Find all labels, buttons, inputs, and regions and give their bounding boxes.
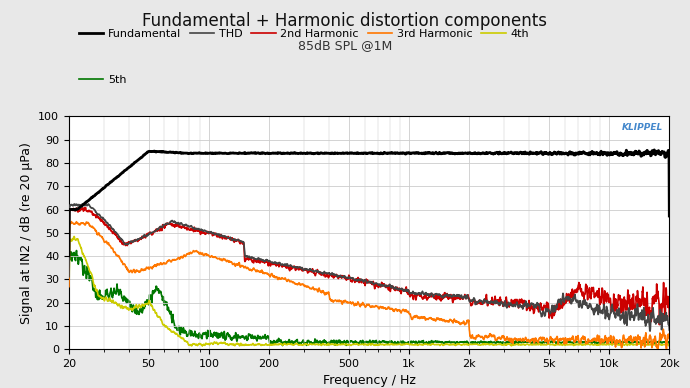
3rd Harmonic — [665, 336, 673, 341]
3rd Harmonic — [67, 219, 75, 224]
3rd Harmonic — [341, 298, 349, 303]
2nd Harmonic — [65, 254, 73, 258]
2nd Harmonic — [341, 275, 349, 280]
THD — [65, 274, 73, 279]
4th — [538, 343, 546, 347]
Y-axis label: Signal at IN2 / dB (re 20 μPa): Signal at IN2 / dB (re 20 μPa) — [20, 142, 32, 324]
3rd Harmonic — [648, 345, 656, 350]
Line: Fundamental: Fundamental — [69, 150, 669, 256]
Text: Fundamental + Harmonic distortion components: Fundamental + Harmonic distortion compon… — [143, 12, 547, 29]
4th — [96, 294, 104, 299]
Legend: 5th: 5th — [75, 71, 131, 90]
5th — [65, 288, 73, 292]
4th — [665, 344, 673, 348]
THD — [357, 277, 365, 282]
Fundamental — [665, 214, 673, 218]
5th — [342, 340, 350, 345]
3rd Harmonic — [65, 284, 73, 289]
X-axis label: Frequency / Hz: Frequency / Hz — [323, 374, 415, 388]
Line: 5th: 5th — [69, 251, 669, 346]
Fundamental — [95, 189, 104, 194]
THD — [538, 314, 546, 319]
3rd Harmonic — [653, 347, 662, 352]
Fundamental — [65, 253, 73, 258]
4th — [65, 293, 73, 298]
5th — [96, 294, 104, 299]
4th — [357, 342, 366, 347]
4th — [649, 342, 657, 346]
Fundamental — [538, 150, 546, 155]
2nd Harmonic — [648, 309, 656, 314]
THD — [646, 329, 654, 333]
2nd Harmonic — [538, 305, 546, 310]
Fundamental — [341, 151, 349, 156]
2nd Harmonic — [665, 314, 673, 319]
3rd Harmonic — [357, 302, 365, 307]
3rd Harmonic — [648, 345, 656, 350]
Text: KLIPPEL: KLIPPEL — [622, 123, 663, 132]
THD — [96, 213, 104, 218]
Line: 3rd Harmonic: 3rd Harmonic — [69, 222, 669, 349]
THD — [649, 314, 657, 319]
THD — [341, 275, 349, 279]
5th — [72, 248, 81, 253]
Fundamental — [357, 151, 365, 156]
3rd Harmonic — [96, 234, 104, 238]
Line: 2nd Harmonic: 2nd Harmonic — [69, 208, 669, 325]
2nd Harmonic — [656, 322, 664, 327]
Text: 85dB SPL @1M: 85dB SPL @1M — [298, 39, 392, 52]
4th — [198, 344, 206, 348]
Line: 4th: 4th — [69, 236, 669, 346]
5th — [665, 342, 673, 346]
5th — [648, 340, 656, 344]
THD — [648, 315, 656, 320]
Fundamental — [647, 150, 655, 154]
Fundamental — [650, 147, 658, 152]
2nd Harmonic — [81, 205, 90, 210]
Fundamental — [648, 150, 656, 154]
5th — [357, 340, 366, 344]
5th — [538, 340, 546, 345]
2nd Harmonic — [648, 301, 656, 306]
5th — [649, 340, 657, 345]
THD — [665, 327, 673, 332]
3rd Harmonic — [538, 336, 546, 341]
2nd Harmonic — [96, 216, 104, 221]
THD — [79, 201, 88, 206]
5th — [278, 343, 286, 348]
4th — [70, 234, 78, 239]
4th — [342, 342, 350, 346]
2nd Harmonic — [357, 280, 365, 285]
4th — [648, 342, 656, 347]
Line: THD: THD — [69, 204, 669, 331]
